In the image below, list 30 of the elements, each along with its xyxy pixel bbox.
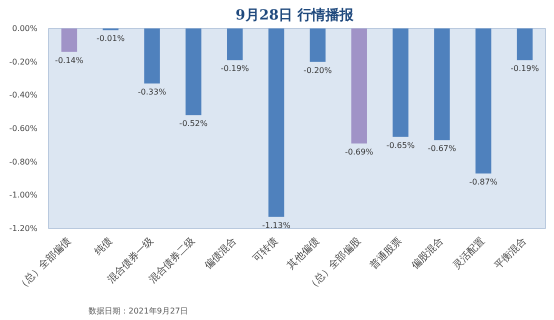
y-tick-label: 0.00% <box>12 24 38 33</box>
y-tick-label: -1.00% <box>9 190 38 200</box>
data-label: -0.20% <box>304 66 332 75</box>
x-tick-label: （总）全部偏债 <box>15 234 74 293</box>
text: 数据日期：2021年9月27日 <box>88 306 188 316</box>
chart-title: 9月28日 行情播报 <box>236 8 355 24</box>
x-tick-label: 其他偏债 <box>284 234 322 272</box>
x-tick-label: 偏债混合 <box>202 234 239 272</box>
data-label: -0.01% <box>96 34 126 44</box>
y-tick-label: -0.20% <box>9 57 38 66</box>
data-label: -0.33% <box>138 88 167 96</box>
data-label: -0.19% <box>510 64 540 74</box>
data-label: -0.67% <box>428 144 457 154</box>
x-tick-label: 纯债 <box>92 234 115 258</box>
data-label: -0.87% <box>469 178 498 186</box>
x-tick-label: 灵活配置 <box>450 234 488 272</box>
data-label: -0.65% <box>386 140 416 150</box>
y-tick-label: -0.80% <box>9 157 38 166</box>
x-tick-label: 普通股票 <box>368 234 404 272</box>
data-label: -0.14% <box>55 56 84 65</box>
y-tick-label: -0.60% <box>9 124 38 133</box>
data-label: -1.13% <box>262 220 291 230</box>
x-tick-label: 偏股混合 <box>409 234 446 272</box>
y-tick-label: -1.20% <box>9 224 38 233</box>
x-tick-label: 可转债 <box>250 234 280 265</box>
data-label: -0.19% <box>220 64 250 74</box>
x-tick-label: 平衡混合 <box>492 234 529 272</box>
y-tick-label: -0.40% <box>9 90 38 100</box>
data-label: -0.69% <box>344 148 374 156</box>
data-label: -0.52% <box>179 119 208 128</box>
